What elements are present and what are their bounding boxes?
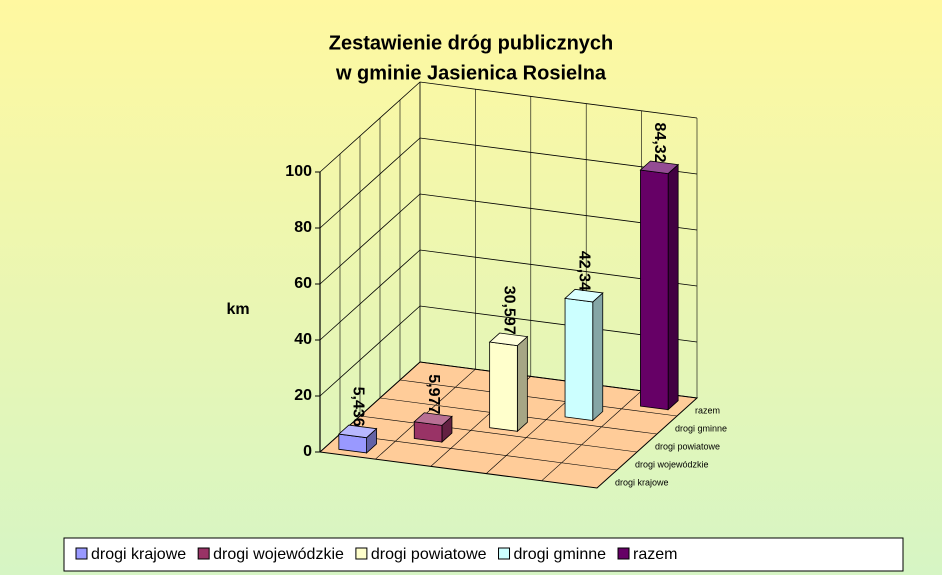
bar <box>489 341 518 432</box>
bar-top <box>639 160 680 175</box>
value-label: 5,977 <box>425 374 442 414</box>
y-tick-label: 80 <box>294 219 312 236</box>
grid-line <box>319 305 698 397</box>
legend-swatch <box>355 547 368 560</box>
chart-title: Zestawienie dróg publicznych <box>329 32 614 54</box>
bar-top <box>413 412 453 426</box>
depth-label: drogi krajowe <box>615 477 669 487</box>
legend-swatch <box>197 547 210 560</box>
y-tick-label: 100 <box>285 163 312 180</box>
depth-label: razem <box>695 405 720 415</box>
y-tick-label: 0 <box>303 443 312 460</box>
depth-label: drogi gminne <box>675 423 727 433</box>
y-tick-label: 40 <box>294 331 312 348</box>
bar <box>564 297 594 421</box>
legend-swatch <box>498 547 511 560</box>
legend-label: drogi krajowe <box>91 546 186 563</box>
floor-grid <box>399 379 678 417</box>
grid-line <box>319 193 698 285</box>
bar <box>640 169 669 411</box>
bar-side <box>667 163 679 411</box>
chart-title: w gminie Jasienica Rosielna <box>335 62 607 84</box>
bar-top <box>337 424 378 439</box>
floor-grid <box>541 390 642 482</box>
y-axis-label: km <box>226 301 249 318</box>
y-tick-label: 20 <box>294 387 312 404</box>
bar-side <box>516 335 528 433</box>
grid-line <box>319 137 698 229</box>
depth-label: drogi wojewódzkie <box>635 459 709 469</box>
value-label: 42,34 <box>576 251 593 291</box>
bar-side <box>592 292 604 422</box>
value-label: 30,597 <box>500 286 517 335</box>
legend-label: razem <box>633 546 677 563</box>
grid-line <box>319 81 698 173</box>
value-label: 84,32 <box>651 123 668 163</box>
depth-label: drogi powiatowe <box>655 441 720 451</box>
value-label: 5,436 <box>349 387 366 427</box>
legend-swatch <box>617 547 630 560</box>
floor-grid <box>359 415 638 453</box>
bar-top <box>488 332 529 347</box>
legend-label: drogi powiatowe <box>371 546 487 563</box>
legend-label: drogi wojewódzkie <box>213 546 344 563</box>
grid-line <box>319 249 698 341</box>
bar-top <box>564 288 604 303</box>
legend-label: drogi gminne <box>514 546 607 563</box>
grid-line <box>319 361 698 453</box>
y-tick-label: 60 <box>294 275 312 292</box>
legend-swatch <box>75 547 88 560</box>
floor-grid <box>339 433 618 471</box>
